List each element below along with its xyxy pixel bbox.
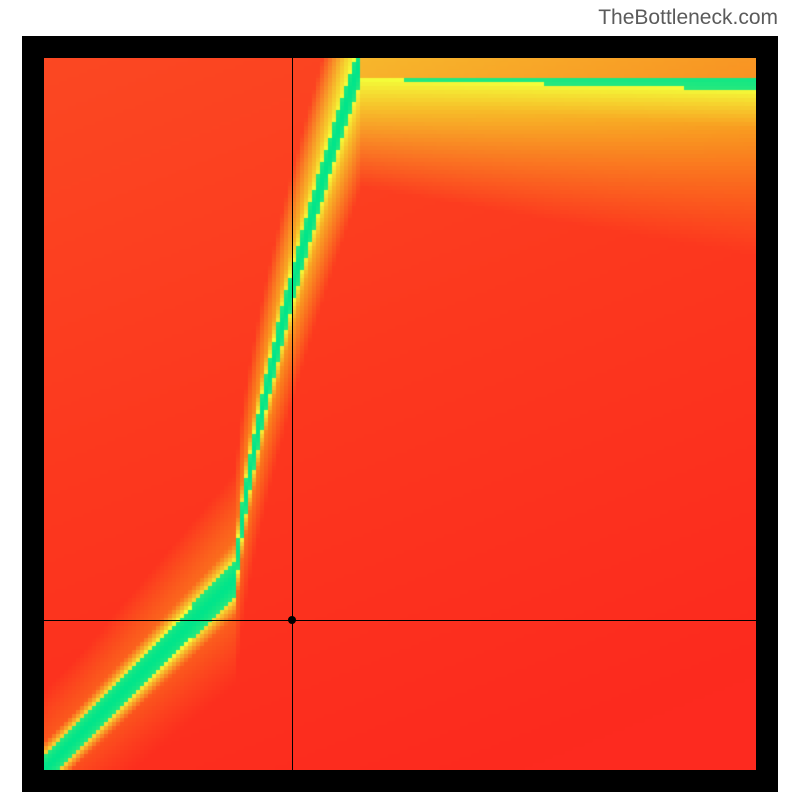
watermark-text: TheBottleneck.com	[598, 6, 778, 30]
chart-container: TheBottleneck.com	[0, 0, 800, 800]
heatmap-canvas	[44, 58, 756, 770]
crosshair-horizontal	[44, 620, 756, 621]
crosshair-vertical	[292, 58, 293, 770]
plot-border	[22, 36, 778, 792]
plot-area	[44, 58, 756, 770]
crosshair-point	[288, 616, 296, 624]
